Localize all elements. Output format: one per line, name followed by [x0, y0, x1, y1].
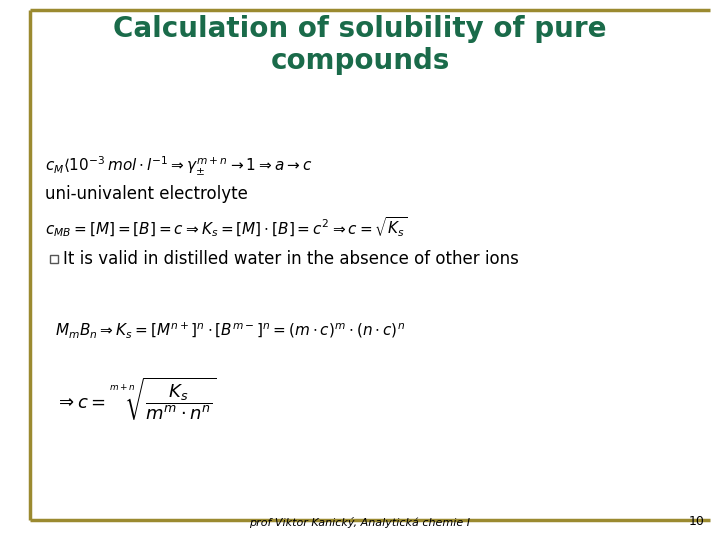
- Text: It is valid in distilled water in the absence of other ions: It is valid in distilled water in the ab…: [63, 250, 519, 268]
- Text: 10: 10: [689, 515, 705, 528]
- Text: $c_{MB} = [M] = [B] = c \Rightarrow K_s = [M]\cdot[B] = c^2 \Rightarrow c = \sqr: $c_{MB} = [M] = [B] = c \Rightarrow K_s …: [45, 215, 408, 239]
- Text: $c_M \langle 10^{-3}\,mol \cdot l^{-1} \Rightarrow \gamma_{\pm}^{m+n} \rightarro: $c_M \langle 10^{-3}\,mol \cdot l^{-1} \…: [45, 155, 312, 178]
- Text: $\Rightarrow c = \sqrt[m+n]{\dfrac{K_s}{m^m \cdot n^n}}$: $\Rightarrow c = \sqrt[m+n]{\dfrac{K_s}{…: [55, 375, 217, 422]
- Text: uni-univalent electrolyte: uni-univalent electrolyte: [45, 185, 248, 203]
- Text: $M_m B_n \Rightarrow K_s = \left[M^{n+}\right]^n \cdot \left[B^{m-}\right]^n = (: $M_m B_n \Rightarrow K_s = \left[M^{n+}\…: [55, 320, 405, 340]
- Text: Calculation of solubility of pure
compounds: Calculation of solubility of pure compou…: [113, 15, 607, 76]
- Text: prof Viktor Kanický, Analytická chemie I: prof Viktor Kanický, Analytická chemie I: [250, 517, 470, 528]
- Bar: [50, 255, 58, 263]
